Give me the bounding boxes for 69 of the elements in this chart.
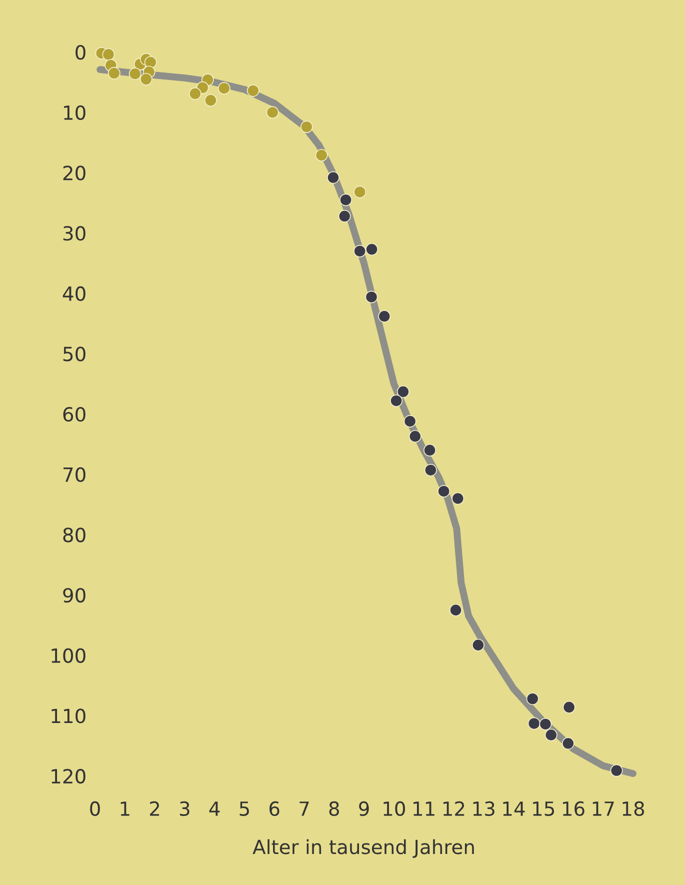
x-tick-label: 17 (592, 802, 614, 816)
point (315, 148, 328, 162)
x-tick-label: 11 (414, 802, 434, 816)
point (450, 604, 462, 616)
point (396, 385, 410, 398)
y-tick-label: 10 (64, 105, 86, 120)
x-axis-title: Alter in tausend Jahren (252, 839, 474, 858)
x-tick-label: 14 (503, 802, 525, 816)
point (472, 638, 484, 652)
point (354, 186, 366, 198)
x-tick-label: 0 (90, 801, 100, 816)
x-tick-label: 16 (562, 801, 584, 816)
x-tick-label: 1 (120, 802, 130, 816)
y-tick-label: 0 (76, 44, 86, 60)
point (390, 394, 403, 407)
point (365, 290, 378, 304)
point (526, 692, 539, 705)
point (266, 106, 279, 119)
point (408, 430, 422, 443)
point (562, 737, 574, 750)
point (340, 194, 352, 206)
point (562, 700, 576, 714)
point (108, 66, 120, 80)
y-tick-label: 40 (62, 286, 86, 302)
y-tick-label: 100 (52, 648, 86, 663)
x-tick-label: 18 (622, 801, 644, 816)
x-tick-label: 3 (180, 801, 190, 816)
point (438, 484, 450, 498)
x-tick-label: 2 (150, 801, 160, 816)
point (378, 310, 391, 322)
point (326, 171, 340, 184)
point (188, 87, 202, 100)
x-tick-label: 13 (473, 801, 494, 816)
x-tick-label: 4 (209, 802, 220, 816)
x-tick-label: 15 (533, 802, 554, 816)
point (366, 243, 378, 256)
point (102, 48, 115, 61)
y-tick-label: 70 (64, 467, 86, 482)
point (140, 72, 152, 86)
point (338, 210, 351, 222)
x-tick-label: 8 (329, 801, 339, 816)
y-tick-label: 50 (63, 346, 86, 362)
point (246, 84, 260, 97)
point (128, 68, 142, 80)
point (218, 82, 230, 94)
y-tick-label: 110 (52, 708, 86, 724)
x-tick-label: 10 (384, 801, 405, 816)
point (204, 94, 217, 107)
y-tick-label: 120 (52, 768, 86, 784)
point (528, 717, 540, 730)
point (544, 728, 558, 742)
point (300, 120, 313, 134)
x-tick-label: 9 (359, 801, 369, 816)
y-tick-label: 80 (63, 528, 86, 542)
point (539, 718, 552, 730)
y-tick-label: 30 (63, 226, 86, 241)
x-tick-label: 12 (443, 801, 464, 816)
x-tick-label: 6 (270, 801, 280, 816)
x-tick-label: 7 (300, 802, 309, 816)
x-tick-label: 5 (240, 802, 249, 816)
y-tick-label: 60 (63, 406, 86, 422)
point (424, 444, 436, 456)
y-tick-label: 90 (63, 588, 86, 603)
point (404, 415, 416, 428)
point (424, 464, 437, 476)
point (354, 244, 366, 258)
y-tick-label: 20 (63, 166, 86, 180)
point (452, 492, 464, 505)
point (610, 764, 623, 777)
